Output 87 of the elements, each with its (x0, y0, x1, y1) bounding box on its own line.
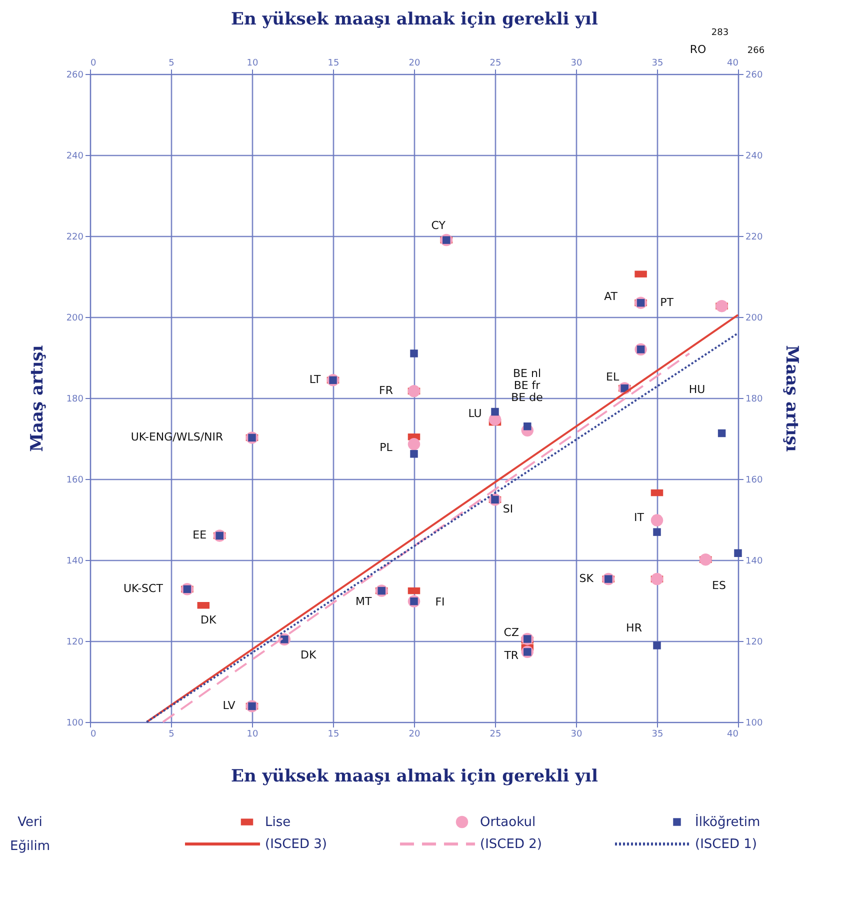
point (650, 572, 664, 586)
y2-tick-label: 100 (746, 718, 763, 728)
point (524, 422, 532, 430)
y-tick-label: 260 (66, 70, 84, 80)
point (650, 514, 664, 526)
annotation: SK (579, 572, 594, 586)
y-tick-label: 160 (66, 476, 84, 486)
annotation: LT (309, 373, 321, 386)
annotation: HU (688, 383, 706, 396)
y-tick-label: 120 (66, 638, 84, 648)
annotation: FI (435, 595, 445, 608)
x2-tick-label: 30 (570, 730, 582, 740)
annotation: BE fr (514, 379, 541, 392)
annotation: MT (355, 594, 372, 608)
y2-axis-title: Maaş artışı (782, 345, 802, 452)
annotation: LV (222, 699, 236, 712)
point (718, 429, 726, 438)
y-tick-label: 180 (66, 394, 84, 404)
legend-label: Ortaokul (ISCED 2) (480, 815, 542, 852)
point (491, 408, 499, 416)
y2-tick-label: 140 (746, 556, 763, 566)
x-tick-label: 0 (90, 58, 96, 68)
annotation: ES (712, 579, 726, 592)
text: Veri (18, 815, 42, 830)
point (408, 438, 420, 450)
y-tick-label: 240 (66, 152, 84, 162)
point (653, 642, 661, 650)
annotation: FR (379, 384, 394, 398)
annotation: AT (604, 290, 618, 304)
y2-tick-label: 160 (746, 476, 763, 486)
y2-tick-label: 120 (746, 638, 763, 648)
x-tick-label: 15 (328, 58, 340, 68)
text: Eğilim (10, 839, 50, 854)
x2-tick-label: 5 (168, 730, 174, 740)
annotation: CY (431, 219, 446, 232)
point (699, 553, 712, 566)
x2-axis-title: En yüksek maaşı almak için gerekli yıl (231, 10, 598, 30)
annotation: CZ (504, 626, 520, 639)
annotation: SI (502, 502, 514, 516)
x2-tick-label: 0 (90, 730, 96, 740)
y2-tick-label: 260 (746, 70, 763, 80)
annotation: UK-SCT (123, 582, 164, 596)
text: 283 (711, 28, 729, 38)
x-tick-label: 25 (490, 58, 502, 68)
point (653, 528, 661, 536)
x2-tick-label: 40 (727, 730, 739, 740)
point (716, 300, 728, 312)
x-tick-label: 35 (652, 58, 664, 68)
point (410, 350, 418, 358)
legend-label: Lise (ISCED 3) (265, 815, 327, 852)
text: 266 (747, 46, 765, 56)
y2-tick-label: 200 (746, 314, 763, 324)
x-axis-title: En yüksek maaşı almak için gerekli yıl (231, 766, 598, 786)
annotation: IT (634, 510, 644, 524)
point (410, 450, 418, 458)
y-tick-label: 220 (66, 232, 84, 242)
annotation: BE nl (512, 367, 542, 380)
x2-tick-label: 20 (408, 730, 420, 740)
x2-tick-label: 15 (328, 730, 340, 740)
point (408, 385, 420, 398)
annotation: LU (468, 406, 482, 420)
y-tick-label: 140 (66, 556, 84, 566)
x2-tick-label: 35 (652, 730, 664, 740)
annotation: DK (300, 648, 318, 662)
point (734, 549, 742, 557)
y2-tick-label: 180 (746, 394, 763, 404)
legend-label: İlköğretim (ISCED 1) (695, 814, 760, 852)
x2-tick-label: 10 (246, 730, 258, 740)
annotation: DK (200, 613, 218, 626)
annotation: EE (192, 528, 207, 542)
x2-tick-label: 25 (490, 730, 502, 740)
y-tick-label: 200 (66, 314, 84, 324)
text: RO (690, 43, 706, 56)
y-axis-title: Maaş artışı (27, 344, 48, 452)
x-tick-label: 40 (727, 58, 739, 68)
y2-tick-label: 240 (746, 152, 763, 162)
annotation: PL (380, 440, 394, 454)
x-tick-label: 10 (246, 58, 258, 68)
annotation: HR (626, 621, 642, 634)
annotation: PT (660, 296, 674, 309)
x-tick-label: 20 (408, 58, 420, 68)
x-tick-label: 5 (168, 58, 174, 68)
annotation: EL (606, 370, 620, 384)
x-tick-label: 30 (570, 58, 582, 68)
annotation: TR (503, 648, 519, 662)
y-tick-label: 100 (66, 718, 84, 728)
y2-tick-label: 220 (746, 232, 763, 242)
